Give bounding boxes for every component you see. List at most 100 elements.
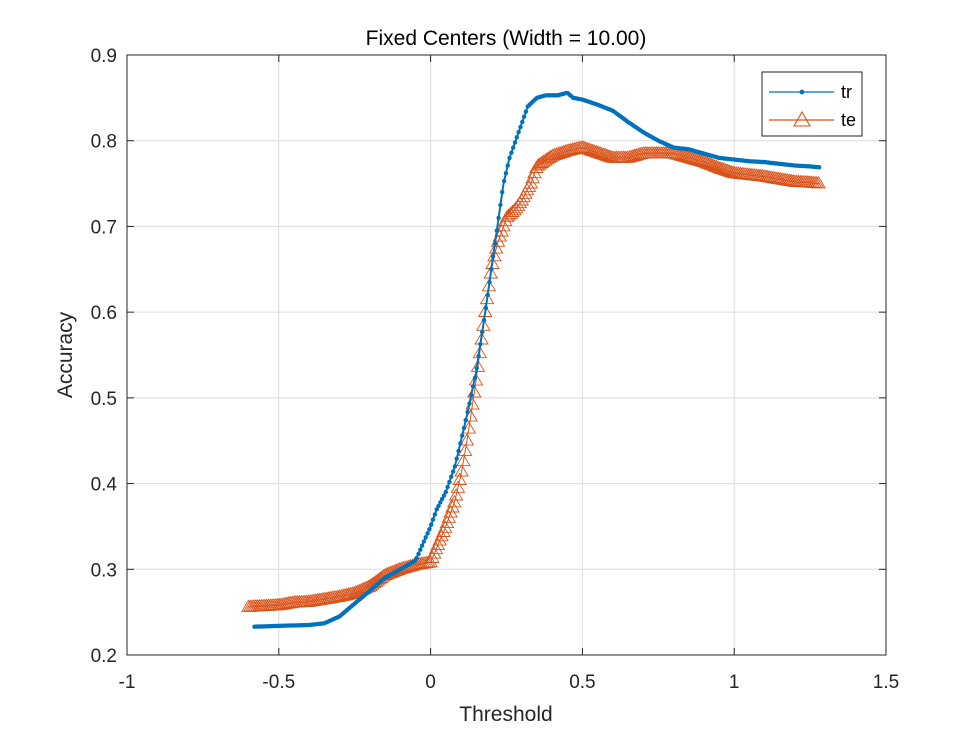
point-tr [481,317,487,323]
y-tick-label: 0.4 [91,475,118,496]
y-tick-label: 0.7 [91,217,117,238]
point-tr [498,202,503,208]
y-axis-label: Accuracy [54,311,77,398]
x-tick-label: 0 [425,672,436,693]
point-te [436,524,451,537]
point-te [534,155,549,168]
point-tr [452,464,458,469]
point-tr [520,119,525,125]
point-tr [518,124,523,130]
point-tr [485,292,490,298]
point-tr [414,555,419,561]
point-te [543,149,559,162]
y-tick-label: 0.6 [91,303,117,324]
point-tr [472,375,478,381]
point-tr [503,171,509,176]
point-te [545,148,560,161]
point-te [554,145,570,158]
point-tr [450,469,456,474]
point-tr [445,484,450,490]
point-te [505,204,520,217]
legend-label: te [841,110,856,130]
point-tr [483,305,489,311]
point-tr [456,448,461,454]
point-tr [474,365,479,371]
point-tr [427,527,432,532]
point-tr [817,165,822,170]
legend-item-tr: tr [769,82,852,102]
point-tr [460,433,465,438]
ticks: -1 -0.5 0 0.5 1 1.5 0.2 0.3 0.4 0.5 0.6 0.7 0.8 0.9 [91,46,900,693]
y-tick-label: 0.3 [91,560,117,581]
legend-item-te: te [769,110,856,130]
point-tr [429,522,434,527]
point-tr [434,507,439,512]
series-tr [252,90,822,629]
point-tr [523,109,529,114]
x-tick-label: 0.5 [569,672,595,693]
point-te [603,149,619,163]
y-tick-label: 0.5 [91,389,117,410]
point-tr [447,479,452,485]
point-tr [419,543,425,548]
grid [127,55,886,655]
point-tr [454,456,459,461]
point-tr [501,178,507,184]
legend-marker-icon [799,89,805,95]
point-te [426,546,442,559]
plot-area [127,55,886,655]
point-tr [478,341,483,347]
y-tick-label: 0.2 [91,646,117,667]
point-tr [496,215,501,221]
point-tr [416,551,421,557]
x-tick-label: 1 [729,672,740,693]
point-te [536,154,551,167]
point-te [532,156,548,170]
point-te [456,453,471,467]
point-te [552,146,568,159]
point-tr [514,135,519,140]
point-tr [432,512,438,517]
point-te [550,146,566,159]
point-te [434,528,449,542]
point-tr [494,228,499,233]
point-tr [500,189,505,195]
point-tr [516,129,521,135]
point-tr [512,140,518,145]
point-tr [470,384,476,389]
x-tick-label: -0.5 [262,672,295,693]
point-te [459,433,475,446]
point-te [811,176,826,189]
point-te [437,520,453,533]
point-tr [521,114,527,119]
legend-marker-icon [793,110,811,127]
x-tick-label: 1.5 [873,672,899,693]
point-tr [439,496,445,502]
point-tr [469,392,474,398]
point-tr [509,150,514,155]
point-te [432,533,447,546]
point-tr [461,425,467,431]
point-tr [507,155,512,161]
point-tr [480,329,485,335]
point-te [549,147,564,160]
plot-frame [126,54,887,656]
point-te [547,147,562,161]
point-te [425,550,440,563]
point-te [530,158,546,171]
point-te [430,537,446,550]
legend-label: tr [841,82,852,102]
point-te [454,464,469,477]
point-tr [443,489,448,495]
point-tr [421,539,427,544]
point-tr [476,353,481,359]
point-te [470,359,486,372]
point-tr [467,401,472,406]
legend: tr te [761,71,863,137]
point-tr [458,441,463,446]
point-tr [449,474,454,479]
point-te [488,241,504,254]
point-tr [487,279,492,285]
point-te [457,443,473,456]
